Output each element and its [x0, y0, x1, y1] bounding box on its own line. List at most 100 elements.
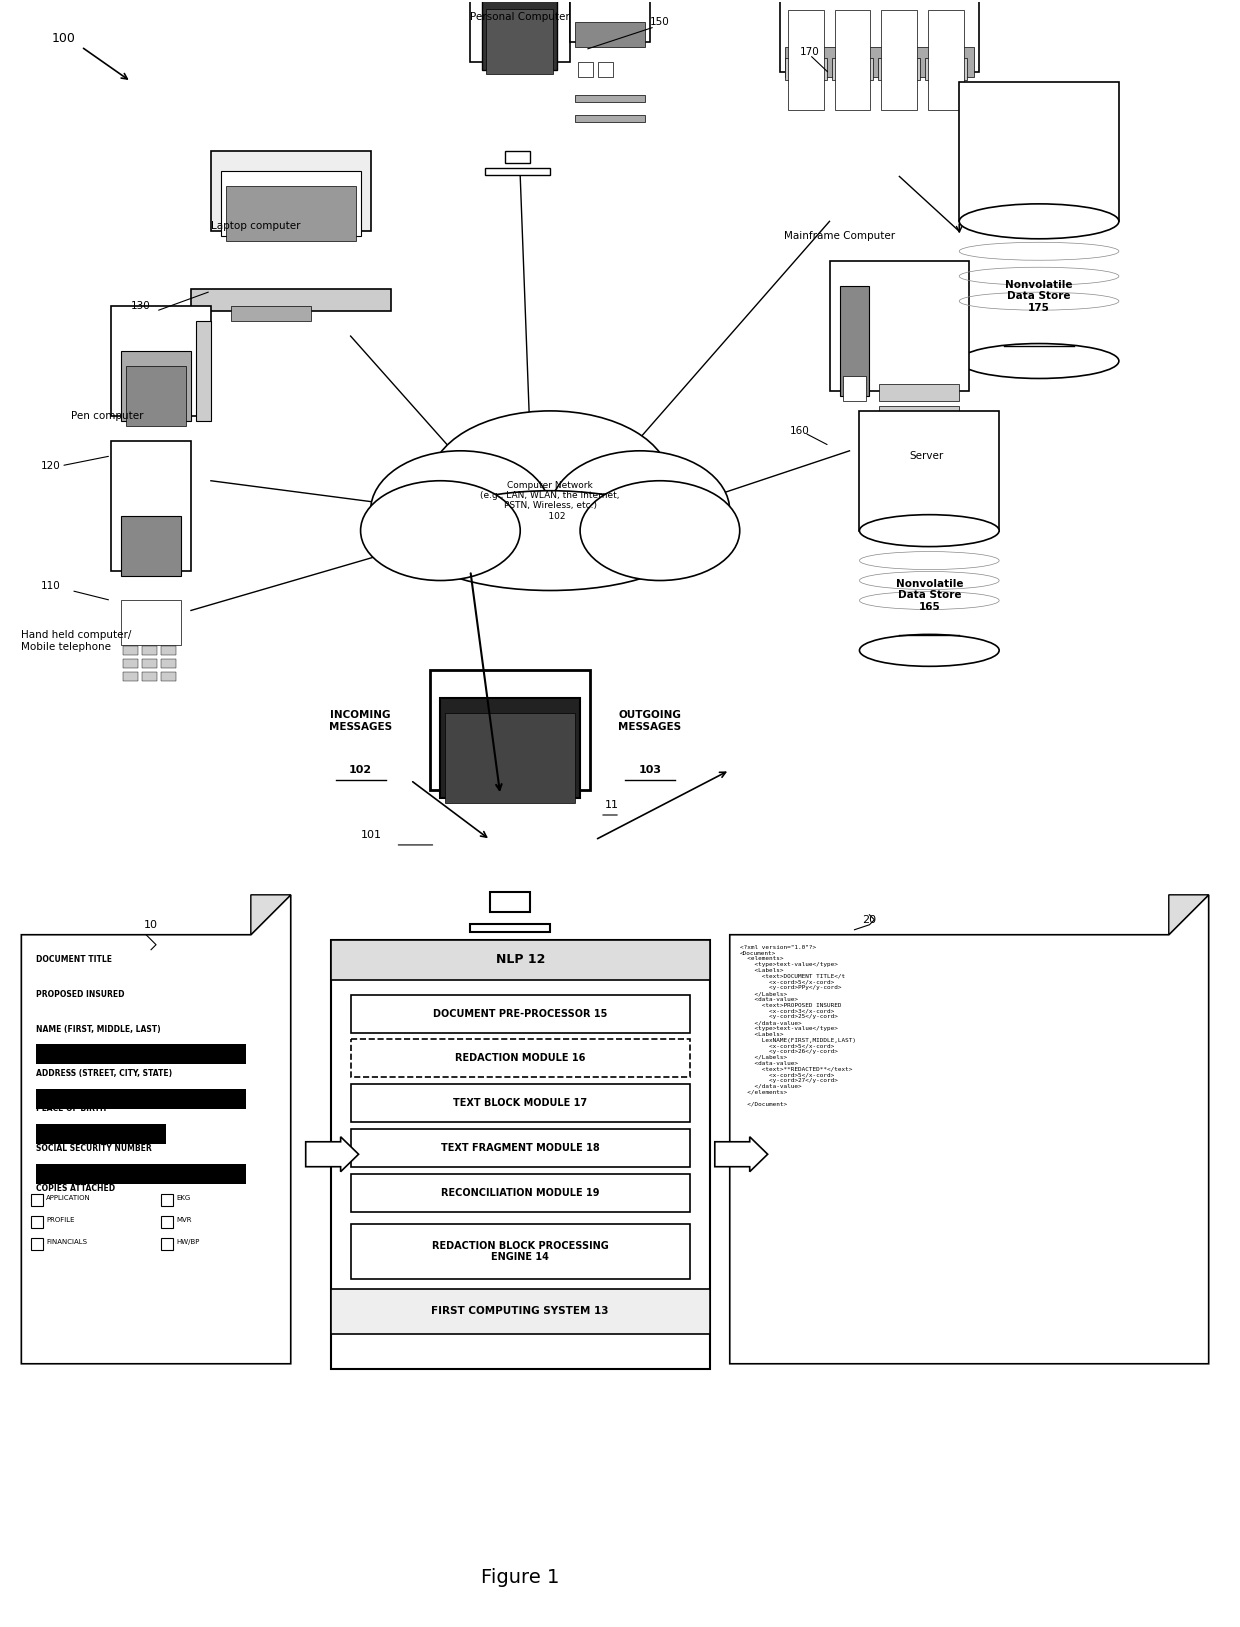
Text: APPLICATION: APPLICATION — [46, 1196, 91, 1201]
Bar — [351, 1224, 689, 1279]
Text: <?xml version="1.0"?>
<Document>
  <elements>
    <type>text-value</type>
    <L: <?xml version="1.0"?> <Document> <elemen… — [740, 945, 856, 1106]
Text: 11: 11 — [605, 800, 619, 810]
Polygon shape — [730, 895, 1209, 1363]
Text: HW/BP: HW/BP — [176, 1240, 200, 1245]
Text: Server: Server — [909, 451, 944, 460]
Text: Laptop computer: Laptop computer — [211, 221, 300, 231]
Bar — [470, 924, 551, 932]
Bar — [832, 57, 873, 80]
Text: 10: 10 — [144, 919, 157, 929]
Polygon shape — [21, 895, 290, 1363]
Ellipse shape — [551, 451, 730, 571]
Bar — [161, 1215, 174, 1228]
Ellipse shape — [859, 635, 999, 667]
Text: 170: 170 — [800, 47, 820, 57]
Text: INCOMING
MESSAGES: INCOMING MESSAGES — [329, 711, 392, 732]
Bar — [112, 441, 191, 571]
Text: PROPOSED INSURED: PROPOSED INSURED — [36, 989, 125, 999]
Bar — [470, 0, 570, 62]
Text: Figure 1: Figure 1 — [481, 1568, 559, 1588]
Text: Nonvolatile
Data Store
175: Nonvolatile Data Store 175 — [1006, 280, 1073, 312]
Bar — [485, 169, 551, 176]
Bar — [785, 57, 827, 80]
Text: EKG: EKG — [176, 1196, 190, 1201]
Bar — [143, 646, 157, 656]
Bar — [575, 94, 645, 101]
Bar — [879, 405, 960, 423]
Text: 102: 102 — [348, 765, 372, 774]
Bar — [122, 600, 181, 646]
Ellipse shape — [371, 451, 551, 571]
Bar — [839, 286, 869, 395]
Bar — [929, 10, 965, 109]
Bar — [598, 62, 613, 76]
Bar — [960, 81, 1118, 221]
Text: ADDRESS (STREET, CITY, STATE): ADDRESS (STREET, CITY, STATE) — [36, 1069, 172, 1079]
Text: NAME (FIRST, MIDDLE, LAST): NAME (FIRST, MIDDLE, LAST) — [36, 1025, 161, 1033]
Bar — [490, 892, 531, 911]
Polygon shape — [250, 895, 290, 936]
Text: PROFILE: PROFILE — [46, 1217, 74, 1224]
Bar — [143, 659, 157, 669]
Bar — [882, 10, 918, 109]
Bar — [578, 62, 593, 76]
Bar — [36, 1090, 246, 1110]
Ellipse shape — [361, 480, 521, 581]
Bar — [226, 187, 356, 241]
Text: Personal Computer: Personal Computer — [470, 11, 570, 21]
Bar — [785, 47, 975, 76]
Bar — [123, 646, 138, 656]
Bar — [231, 306, 311, 321]
Bar — [482, 0, 557, 70]
Text: Pen computer: Pen computer — [71, 412, 144, 421]
Text: DOCUMENT TITLE: DOCUMENT TITLE — [36, 955, 113, 963]
Ellipse shape — [960, 203, 1118, 239]
FancyArrow shape — [306, 1137, 358, 1171]
FancyArrow shape — [714, 1137, 768, 1171]
Text: MVR: MVR — [176, 1217, 191, 1224]
Bar — [505, 151, 531, 163]
Bar — [879, 472, 960, 488]
Bar — [879, 449, 960, 467]
Bar — [331, 940, 709, 979]
Bar — [331, 940, 709, 1368]
Bar — [486, 8, 553, 73]
Text: 103: 103 — [639, 765, 661, 774]
Bar — [161, 659, 176, 669]
Bar — [36, 1124, 166, 1144]
Bar — [575, 21, 645, 47]
Text: SOCIAL SECURITY NUMBER: SOCIAL SECURITY NUMBER — [36, 1144, 153, 1154]
Polygon shape — [1169, 895, 1209, 936]
Text: PLACE OF BIRTH: PLACE OF BIRTH — [36, 1105, 107, 1113]
Bar — [211, 151, 371, 231]
Bar — [925, 57, 967, 80]
Ellipse shape — [580, 480, 740, 581]
Bar — [830, 262, 970, 390]
Bar — [570, 0, 650, 42]
Bar — [430, 670, 590, 791]
Text: 130: 130 — [131, 301, 151, 311]
Text: TEXT FRAGMENT MODULE 18: TEXT FRAGMENT MODULE 18 — [441, 1144, 600, 1154]
Bar — [859, 412, 999, 530]
Bar — [835, 10, 870, 109]
Text: 20: 20 — [862, 914, 877, 924]
Bar — [879, 428, 960, 444]
Text: 120: 120 — [41, 460, 61, 470]
Bar — [31, 1238, 43, 1250]
Bar — [787, 10, 823, 109]
Ellipse shape — [410, 491, 689, 591]
Text: FINANCIALS: FINANCIALS — [46, 1240, 87, 1245]
Text: REDACTION BLOCK PROCESSING
ENGINE 14: REDACTION BLOCK PROCESSING ENGINE 14 — [432, 1241, 609, 1263]
Bar — [143, 672, 157, 682]
Bar — [351, 1129, 689, 1167]
Bar — [161, 1194, 174, 1206]
Text: COPIES ATTACHED: COPIES ATTACHED — [36, 1184, 115, 1193]
Bar — [31, 1194, 43, 1206]
Text: Nonvolatile
Data Store
165: Nonvolatile Data Store 165 — [895, 579, 963, 612]
Bar — [112, 306, 211, 417]
Bar — [196, 321, 211, 421]
Text: TEXT BLOCK MODULE 17: TEXT BLOCK MODULE 17 — [453, 1098, 588, 1108]
Bar — [351, 1084, 689, 1123]
Bar — [331, 1289, 709, 1334]
Bar — [122, 351, 191, 421]
